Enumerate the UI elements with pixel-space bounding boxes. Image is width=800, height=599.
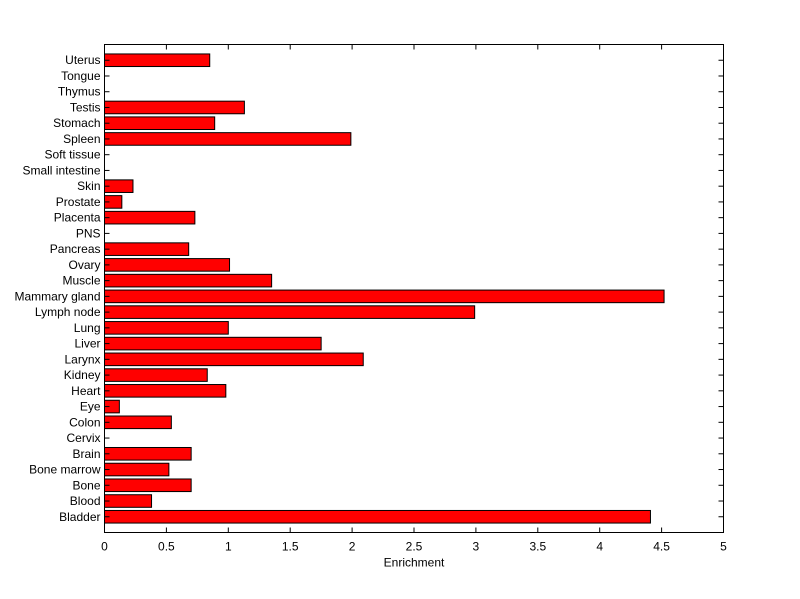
x-tick-label: 4.5 <box>653 540 670 554</box>
y-tick-label-prostate: Prostate <box>56 195 101 209</box>
y-tick-label-thymus: Thymus <box>58 85 101 99</box>
bar-stomach <box>104 116 216 131</box>
y-tick-label-lymph-node: Lymph node <box>35 305 101 319</box>
bar-liver <box>104 336 322 351</box>
bar-lymph-node <box>104 305 476 319</box>
bar-blood <box>104 494 153 508</box>
y-tick-label-brain: Brain <box>72 447 100 461</box>
bar-spleen <box>104 132 352 146</box>
bar-testis <box>104 100 245 115</box>
bar-heart <box>104 384 227 398</box>
y-tick-label-pns: PNS <box>76 226 101 240</box>
x-tick-label: 1 <box>225 540 232 554</box>
y-tick-label-pancreas: Pancreas <box>50 242 101 256</box>
y-tick-label-lung: Lung <box>74 321 101 335</box>
y-tick-label-testis: Testis <box>70 100 101 114</box>
y-tick-label-cervix: Cervix <box>66 431 100 445</box>
x-tick-label: 0 <box>101 540 108 554</box>
bar-bone <box>104 478 192 493</box>
x-tick-label: 3.5 <box>529 540 546 554</box>
y-tick-label-bladder: Bladder <box>59 510 100 524</box>
bar-ovary <box>104 258 231 272</box>
bar-kidney <box>104 368 208 382</box>
x-axis-title: Enrichment <box>384 556 445 570</box>
x-tick-label: 1.5 <box>282 540 299 554</box>
bar-pancreas <box>104 242 190 256</box>
bar-larynx <box>104 352 364 367</box>
y-tick-label-blood: Blood <box>70 494 101 508</box>
y-tick-label-tongue: Tongue <box>61 69 101 83</box>
y-tick-label-uterus: Uterus <box>65 53 100 67</box>
x-tick-label: 2.5 <box>406 540 423 554</box>
bar-lung <box>104 321 229 335</box>
y-tick-label-small-intestine: Small intestine <box>22 163 100 177</box>
y-tick-label-stomach: Stomach <box>53 116 100 130</box>
x-tick-label: 3 <box>473 540 480 554</box>
y-tick-label-colon: Colon <box>69 415 100 429</box>
bar-uterus <box>104 53 211 68</box>
y-tick-label-muscle: Muscle <box>62 274 100 288</box>
x-tick-label: 2 <box>349 540 356 554</box>
bar-bone-marrow <box>104 462 170 477</box>
x-tick-label: 5 <box>720 540 727 554</box>
y-tick-label-soft-tissue: Soft tissue <box>44 148 100 162</box>
y-tick-label-heart: Heart <box>71 384 101 398</box>
bar-mammary-gland <box>104 289 665 304</box>
y-tick-label-kidney: Kidney <box>64 368 101 382</box>
y-tick-label-eye: Eye <box>80 400 101 414</box>
y-tick-label-bone-marrow: Bone marrow <box>29 463 101 477</box>
x-tick-label: 0.5 <box>158 540 175 554</box>
bars-group <box>104 53 665 524</box>
x-tick-label: 4 <box>596 540 603 554</box>
y-tick-label-larynx: Larynx <box>64 352 100 366</box>
y-tick-label-mammary-gland: Mammary gland <box>14 289 100 303</box>
bar-bladder <box>104 509 651 524</box>
x-axis: 0 0.5 1 1.5 2 2.5 3 3.5 4 4.5 5 <box>101 44 727 554</box>
bar-brain <box>104 446 192 461</box>
bar-muscle <box>104 273 273 288</box>
y-tick-label-bone: Bone <box>72 478 100 492</box>
y-tick-label-liver: Liver <box>74 337 100 351</box>
y-tick-label-spleen: Spleen <box>63 132 100 146</box>
y-tick-label-ovary: Ovary <box>68 258 100 272</box>
bar-colon <box>104 415 172 430</box>
bar-placenta <box>104 210 196 225</box>
y-tick-label-placenta: Placenta <box>54 211 101 225</box>
y-tick-label-skin: Skin <box>77 179 100 193</box>
